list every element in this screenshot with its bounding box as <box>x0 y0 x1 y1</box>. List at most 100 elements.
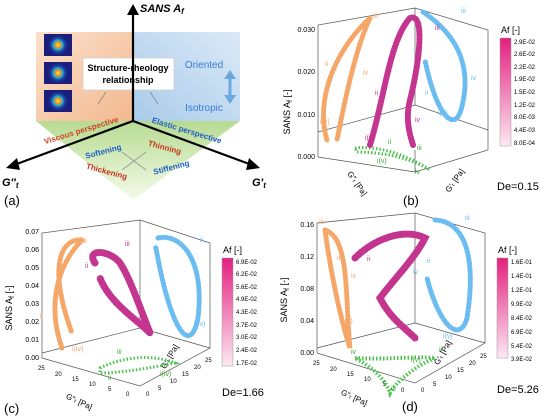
label-green: iii <box>117 349 122 356</box>
colorbar-tick: 8.4E-02 <box>511 316 533 322</box>
label-magenta: i(v) <box>365 135 375 142</box>
point-labels: iii ii i(iv) iii ii i(iv) iii ii iii ii … <box>40 237 205 382</box>
x-axis-left-label: G″ₜ [Pa] <box>340 388 369 408</box>
colorbar-tick: 4.4E-03 <box>514 128 536 134</box>
x-tick: 10 <box>170 379 177 385</box>
label-magenta: iii <box>435 25 440 32</box>
y-tick: 0.00 <box>25 355 39 362</box>
colorbar-tick: 1.7E-02 <box>236 361 258 367</box>
label-orange: ii <box>337 255 341 262</box>
y-tick: 0.020 <box>297 69 315 76</box>
x-tick: 5 <box>433 382 437 388</box>
colorbar-tick: 1.5E-02 <box>514 90 536 96</box>
y-tick: 0.04 <box>300 318 314 325</box>
double-arrow-icon <box>224 70 236 104</box>
label-blue: iv <box>471 75 477 82</box>
colorbar-tick: 5.6E-02 <box>236 285 258 291</box>
y-tick: 0.01 <box>25 337 39 344</box>
colorbar-tick: 4.3E-02 <box>236 310 258 316</box>
panel-d-plot: 0.00 0.04 0.08 0.12 0.16 SANS Af [-] 25 … <box>279 212 539 414</box>
x-axis-left-label: G″ₜ [Pa] <box>345 170 368 198</box>
colorbar-tick: 1.2E-02 <box>514 103 536 109</box>
x-tick: 5 <box>158 386 162 392</box>
axes <box>6 4 260 170</box>
axis-sans-af: SANS Af <box>140 3 185 16</box>
colorbar-title: Af [-] <box>501 25 520 35</box>
label-blue: i(iv) <box>194 321 205 328</box>
y-ticks: 0.00 0.01 0.02 0.03 0.04 0.05 0.06 0.07 <box>25 229 39 362</box>
x-axis-right-label: G′ₜ [Pa] <box>432 339 453 366</box>
x-axis-left-label: G″ₜ [Pa] <box>65 392 94 412</box>
y-tick: 0.05 <box>25 265 39 272</box>
label-orange: i(v) <box>343 318 353 325</box>
label-green: i(v) <box>377 158 387 165</box>
x-tick: 25 <box>38 366 45 372</box>
label-green: i(iv) <box>160 371 171 378</box>
x-tick: 20 <box>194 365 201 371</box>
elastic-wall <box>133 32 240 121</box>
blue-projection <box>420 9 468 123</box>
panel-c-letter: (c) <box>4 401 19 416</box>
label-orange: i(iv) <box>72 346 83 353</box>
center-box-line2: relationship <box>102 75 154 85</box>
panel-a-diagram: Structure-rheology relationship Oriented… <box>2 3 266 208</box>
x-tick: 20 <box>469 361 476 367</box>
y-ticks: 0.000 0.010 0.020 0.030 <box>297 27 315 161</box>
x-tick: 10 <box>364 377 371 383</box>
x-axis-right-label: G′ₜ [Pa] <box>159 343 180 370</box>
label-orange: iii <box>373 13 378 20</box>
label-magenta: iv <box>415 117 421 124</box>
center-box <box>82 57 175 91</box>
y-axis-label: SANS Af [-] <box>282 90 294 135</box>
y-tick: 0.000 <box>297 154 315 161</box>
cross-arrows-icon <box>121 151 147 171</box>
label-blue: iv <box>413 269 419 276</box>
panel-a: Structure-rheology relationship Oriented… <box>0 0 275 208</box>
y-tick: 0.16 <box>300 222 314 229</box>
colorbar-tick: 9.9E-02 <box>511 302 533 308</box>
colorbar-tick: 1.9E-02 <box>514 77 536 83</box>
y-tick: 0.010 <box>297 112 315 119</box>
center-box-line1: Structure-rheology <box>87 63 168 73</box>
colorbar-tick: 6.9E-02 <box>511 330 533 336</box>
x-tick: 25 <box>205 358 212 364</box>
label-blue: iii <box>465 215 470 222</box>
label-blue: ii <box>200 237 204 244</box>
magenta-3d-trajectory <box>367 14 423 148</box>
colorbar-tick: 3.0E-02 <box>236 335 258 341</box>
colorbar-title: Af [-] <box>223 245 242 255</box>
label-orange: i(v) <box>320 119 330 126</box>
label-green: iv <box>351 349 357 356</box>
colorbar-tick: 4.9E-02 <box>236 297 258 303</box>
label-green: i(v) <box>411 357 421 364</box>
blue-projection <box>424 217 473 333</box>
x-tick: 0 <box>421 388 425 394</box>
colorbar-tick: 1.6E-01 <box>511 260 533 266</box>
colorbar-tick: 6.2E-02 <box>236 272 258 278</box>
y-axis-label: SANS Af [-] <box>4 286 16 331</box>
label-magenta: ii <box>367 256 371 263</box>
point-labels: iii ii iv i(v) iii ii iv i(v) ii iv iv i… <box>319 215 470 393</box>
sans-pattern-images <box>44 34 72 112</box>
x-tick: 10 <box>89 382 96 388</box>
label-green: ii <box>439 347 443 354</box>
panel-b-letter: (b) <box>403 193 419 208</box>
colorbar-ticks: 2.9E-02 2.6E-02 2.2E-02 1.9E-02 1.5E-02 … <box>514 40 536 147</box>
colorbar-tick: 2.4E-02 <box>236 348 258 354</box>
x-ticks-right: 0 5 10 15 20 25 <box>146 358 212 398</box>
y-tick: 0.02 <box>25 319 39 326</box>
label-green: ii <box>388 139 392 146</box>
x-tick: 0 <box>146 392 150 398</box>
colorbar <box>496 257 509 359</box>
magenta-3d-trajectory <box>89 249 154 336</box>
axis-g-prime: G′t <box>252 177 266 190</box>
oriented-label: Oriented <box>185 60 223 71</box>
label-green: iii <box>417 145 422 152</box>
x-tick: 15 <box>347 372 354 378</box>
point-labels: iii ii iv i(v) iii iv i(v) ii iii ii iv … <box>320 8 477 176</box>
y-ticks: 0.00 0.04 0.08 0.12 0.16 <box>300 222 314 357</box>
y-tick: 0.030 <box>297 27 315 34</box>
colorbar-tick: 3.7E-02 <box>236 323 258 329</box>
colorbar-tick: 1.4E-01 <box>511 274 533 280</box>
label-orange: iii <box>82 238 87 245</box>
